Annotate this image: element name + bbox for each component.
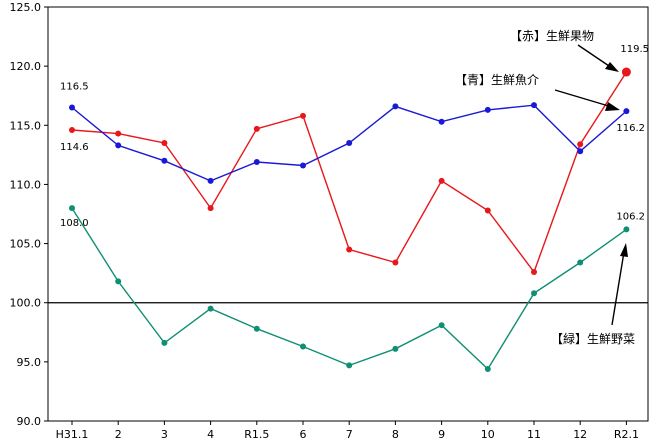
x-tick-label: 12 [573, 428, 587, 441]
legend-label-fruits: 【赤】生鮮果物 [510, 29, 594, 43]
data-point [392, 259, 399, 266]
data-point [531, 102, 537, 109]
data-label: 114.6 [60, 142, 89, 153]
arrow-line-fruits [577, 44, 613, 69]
x-tick-label: 11 [527, 428, 541, 441]
data-point [577, 259, 584, 266]
data-point [69, 205, 75, 212]
x-tick-label: H31.1 [56, 428, 89, 441]
y-tick-label: 90.0 [17, 415, 42, 428]
data-point [484, 106, 491, 113]
plot-border [47, 6, 649, 422]
x-tick-label: 4 [207, 428, 214, 441]
data-point [300, 162, 306, 169]
data-point [438, 177, 445, 184]
series-line-2 [71, 207, 627, 371]
legend-annotation-green: 【緑】生鮮野菜 [551, 243, 635, 346]
y-tick-label: 125.0 [10, 1, 42, 14]
data-point [623, 226, 630, 233]
data-point [207, 205, 214, 212]
data-point [69, 127, 75, 134]
data-point [531, 290, 537, 297]
data-point [300, 112, 306, 119]
data-point [253, 125, 260, 132]
x-tick-label: 9 [438, 428, 445, 441]
x-tick-label: R2.1 [614, 428, 639, 441]
legend-label-seafood: 【青】生鮮魚介 [455, 73, 539, 87]
legend-annotation-blue: 【青】生鮮魚介 [455, 73, 620, 111]
data-point [161, 140, 168, 147]
x-tick-label: 7 [346, 428, 353, 441]
series-layer [69, 67, 631, 372]
data-point [69, 104, 75, 111]
data-label: 108.0 [60, 218, 89, 229]
data-point [346, 246, 353, 253]
data-point [115, 142, 122, 149]
data-label: 106.2 [616, 211, 645, 222]
data-point [115, 130, 122, 137]
data-point [438, 118, 445, 125]
data-point [531, 268, 537, 275]
data-point [207, 177, 214, 184]
arrowhead-fruits [605, 62, 619, 72]
data-point [115, 278, 122, 285]
data-point [207, 305, 214, 312]
label-layer: 116.5 114.6 108.0 119.5 116.2 106.2 [60, 44, 649, 229]
x-tick-label: 8 [392, 428, 399, 441]
y-tick-label: 120.0 [10, 60, 42, 73]
data-point [346, 362, 353, 369]
series-line-0 [71, 71, 627, 274]
data-point [484, 365, 491, 372]
plot-frame: 90.0 95.0 100.0 105.0 110.0 115.0 120.0 125.0 H3… [10, 1, 649, 441]
data-label: 119.5 [620, 44, 649, 55]
data-point [392, 103, 399, 110]
data-point [346, 140, 353, 147]
data-label: 116.5 [60, 82, 89, 93]
y-tick-label: 105.0 [10, 238, 42, 251]
y-tick-label: 100.0 [10, 297, 42, 310]
x-tick-label: 3 [161, 428, 168, 441]
y-tick-label: 95.0 [17, 356, 42, 369]
data-point [577, 141, 584, 148]
arrowhead-vegetables [620, 243, 628, 257]
data-point [623, 108, 630, 115]
data-point [161, 339, 168, 346]
data-point [621, 67, 631, 77]
x-tick-label: 2 [115, 428, 122, 441]
data-point [300, 343, 306, 350]
data-point [161, 157, 168, 164]
data-point [392, 345, 399, 352]
y-tick-label: 110.0 [10, 178, 42, 191]
arrow-line-vegetables [611, 251, 625, 326]
x-tick-label: 10 [481, 428, 495, 441]
data-label: 116.2 [616, 123, 645, 134]
data-point [253, 158, 260, 165]
y-tick-label: 115.0 [10, 119, 42, 132]
data-point [253, 325, 260, 332]
data-point [577, 148, 584, 155]
arrow-line-seafood [554, 89, 613, 108]
data-point [438, 322, 445, 329]
data-point [484, 207, 491, 214]
arrowhead-seafood [605, 102, 620, 111]
legend-annotation-red: 【赤】生鮮果物 [510, 29, 619, 72]
x-tick-label: 6 [300, 428, 307, 441]
legend-label-vegetables: 【緑】生鮮野菜 [551, 331, 635, 346]
x-tick-label: R1.5 [244, 428, 269, 441]
